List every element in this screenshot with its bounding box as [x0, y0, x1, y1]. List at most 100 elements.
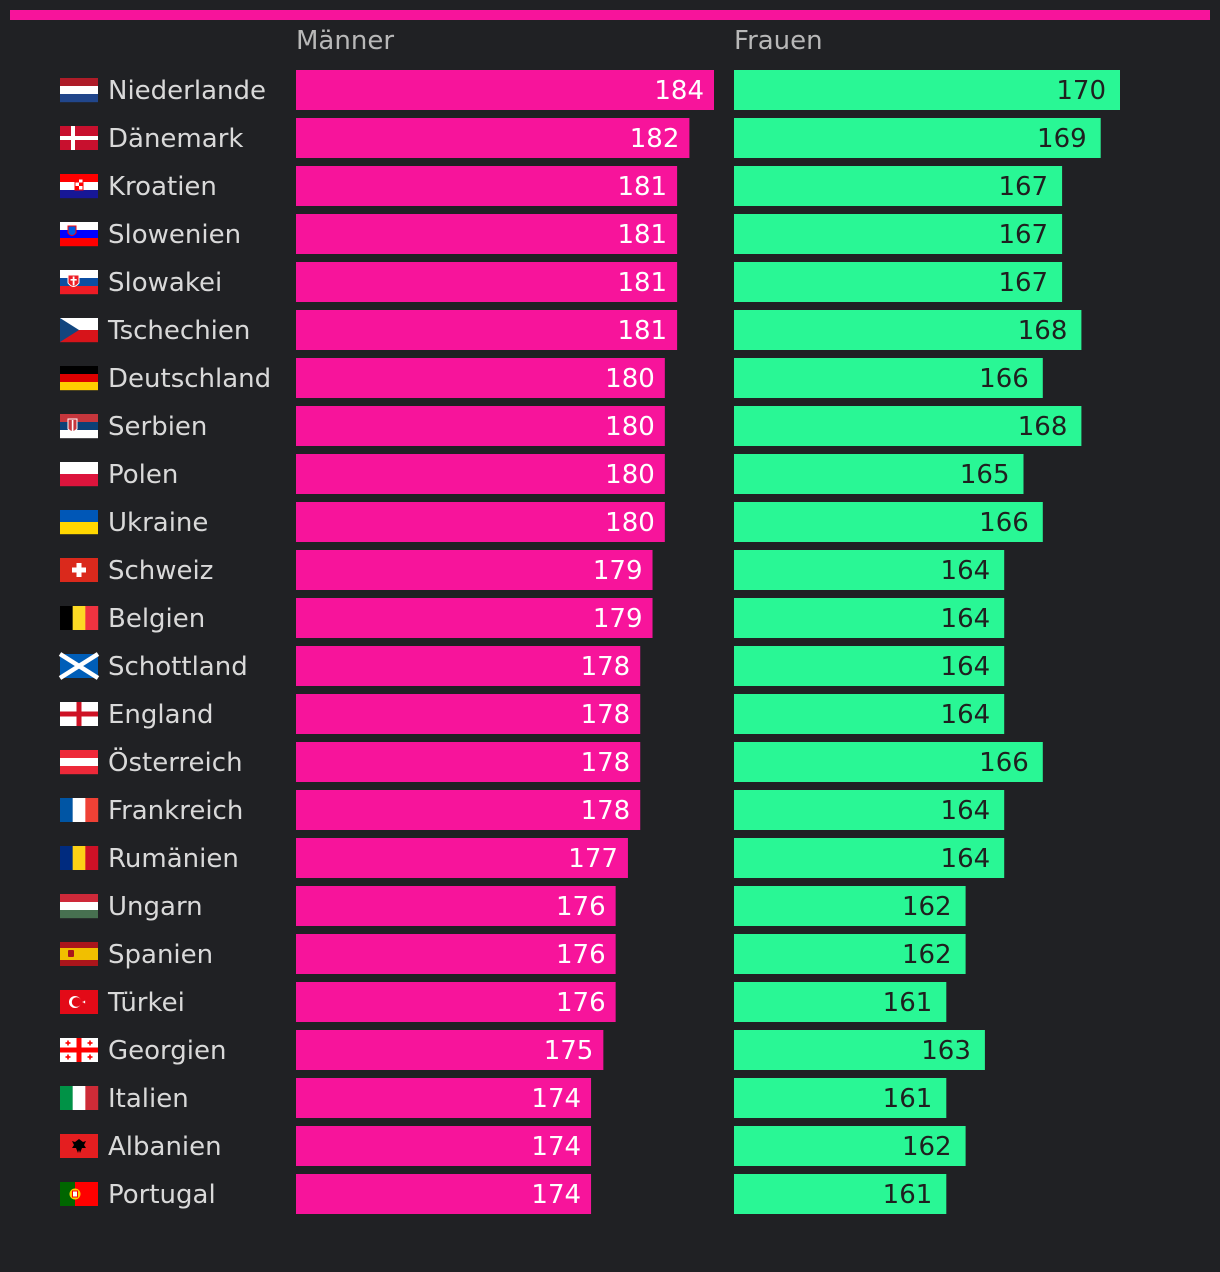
men-bar — [296, 742, 641, 782]
men-bar — [296, 934, 616, 974]
men-bar — [296, 70, 714, 110]
austria-flag-icon — [60, 750, 98, 775]
top-accent-bar — [10, 10, 1210, 20]
poland-flag-icon — [60, 462, 98, 487]
chart-row: Schweiz 179 164 — [60, 550, 1005, 590]
women-bar — [734, 118, 1101, 158]
scotland-flag-icon — [58, 652, 100, 680]
women-value-label: 162 — [902, 1132, 952, 1162]
czechia-flag-icon — [60, 318, 98, 343]
women-bar — [734, 598, 1005, 638]
women-value-label: 167 — [998, 268, 1048, 298]
country-label: Slowenien — [108, 220, 241, 250]
country-label: Schottland — [108, 652, 248, 682]
men-bar — [296, 1030, 604, 1070]
women-column-header: Frauen — [734, 26, 823, 56]
country-label: Ukraine — [108, 508, 208, 538]
belgium-flag-icon — [60, 606, 99, 630]
men-bar — [296, 118, 690, 158]
men-value-label: 178 — [581, 748, 631, 778]
men-value-label: 182 — [630, 124, 680, 154]
country-label: Kroatien — [108, 172, 217, 202]
country-label: Schweiz — [108, 556, 213, 586]
chart-row: Slowakei 181 167 — [60, 262, 1063, 302]
women-bar — [734, 70, 1120, 110]
country-label: Rumänien — [108, 844, 239, 874]
women-value-label: 162 — [902, 940, 952, 970]
ukraine-flag-icon — [60, 510, 98, 535]
women-value-label: 164 — [941, 700, 991, 730]
england-flag-icon — [60, 702, 98, 726]
men-value-label: 181 — [617, 220, 667, 250]
women-value-label: 164 — [941, 652, 991, 682]
men-value-label: 177 — [568, 844, 618, 874]
chart-row: Serbien 180 168 — [60, 406, 1082, 446]
country-label: Belgien — [108, 604, 205, 634]
women-bar — [734, 502, 1043, 542]
country-label: Ungarn — [108, 892, 203, 922]
men-value-label: 176 — [556, 988, 606, 1018]
men-bar — [296, 1174, 592, 1214]
women-bar — [734, 694, 1005, 734]
switzerland-flag-icon — [60, 558, 98, 582]
men-bar — [296, 598, 653, 638]
men-value-label: 180 — [605, 412, 655, 442]
romania-flag-icon — [60, 846, 99, 870]
slovenia-flag-icon — [60, 222, 98, 247]
men-value-label: 174 — [531, 1084, 581, 1114]
country-label: Türkei — [107, 988, 185, 1018]
men-value-label: 178 — [581, 652, 631, 682]
chart-row: Rumänien 177 164 — [60, 838, 1005, 878]
women-bar — [734, 838, 1005, 878]
chart-row: Portugal 174 161 — [60, 1174, 947, 1214]
women-bar — [734, 358, 1043, 398]
chart-row: Türkei 176 161 — [60, 982, 947, 1022]
men-bar — [296, 694, 641, 734]
chart-row: Belgien 179 164 — [60, 598, 1005, 638]
women-bar — [734, 1078, 947, 1118]
men-bar — [296, 790, 641, 830]
men-value-label: 176 — [556, 892, 606, 922]
men-bar — [296, 454, 665, 494]
women-bar — [734, 214, 1063, 254]
denmark-flag-icon — [60, 126, 98, 150]
chart-row: Tschechien 181 168 — [60, 310, 1082, 350]
chart-row: Frankreich 178 164 — [60, 790, 1005, 830]
men-bar — [296, 886, 616, 926]
men-value-label: 174 — [531, 1132, 581, 1162]
country-label: Deutschland — [108, 364, 271, 394]
men-value-label: 181 — [617, 172, 667, 202]
men-bar — [296, 1078, 592, 1118]
men-bar — [296, 262, 678, 302]
chart-row: Slowenien 181 167 — [60, 214, 1063, 254]
men-bar — [296, 310, 678, 350]
women-value-label: 164 — [941, 604, 991, 634]
men-bar — [296, 982, 616, 1022]
country-label: Portugal — [108, 1180, 216, 1210]
women-value-label: 166 — [979, 364, 1029, 394]
country-label: Frankreich — [108, 796, 243, 826]
women-bar — [734, 310, 1082, 350]
women-bar — [734, 406, 1082, 446]
men-value-label: 178 — [581, 796, 631, 826]
slovakia-flag-icon — [60, 270, 98, 295]
chart-row: Albanien 174 162 — [60, 1126, 966, 1166]
germany-flag-icon — [60, 366, 98, 391]
women-bar — [734, 646, 1005, 686]
chart-row: Spanien 176 162 — [60, 934, 966, 974]
men-value-label: 178 — [581, 700, 631, 730]
men-value-label: 179 — [593, 556, 643, 586]
women-value-label: 170 — [1056, 76, 1106, 106]
netherlands-flag-icon — [60, 78, 98, 103]
men-value-label: 181 — [617, 316, 667, 346]
men-bar — [296, 646, 641, 686]
country-label: Niederlande — [108, 76, 266, 106]
women-bar — [734, 934, 966, 974]
turkey-flag-icon — [60, 990, 98, 1014]
men-value-label: 176 — [556, 940, 606, 970]
chart-row: Polen 180 165 — [60, 454, 1024, 494]
country-label: Tschechien — [107, 316, 250, 346]
country-label: Österreich — [108, 746, 243, 778]
men-bar — [296, 838, 628, 878]
women-bar — [734, 166, 1063, 206]
